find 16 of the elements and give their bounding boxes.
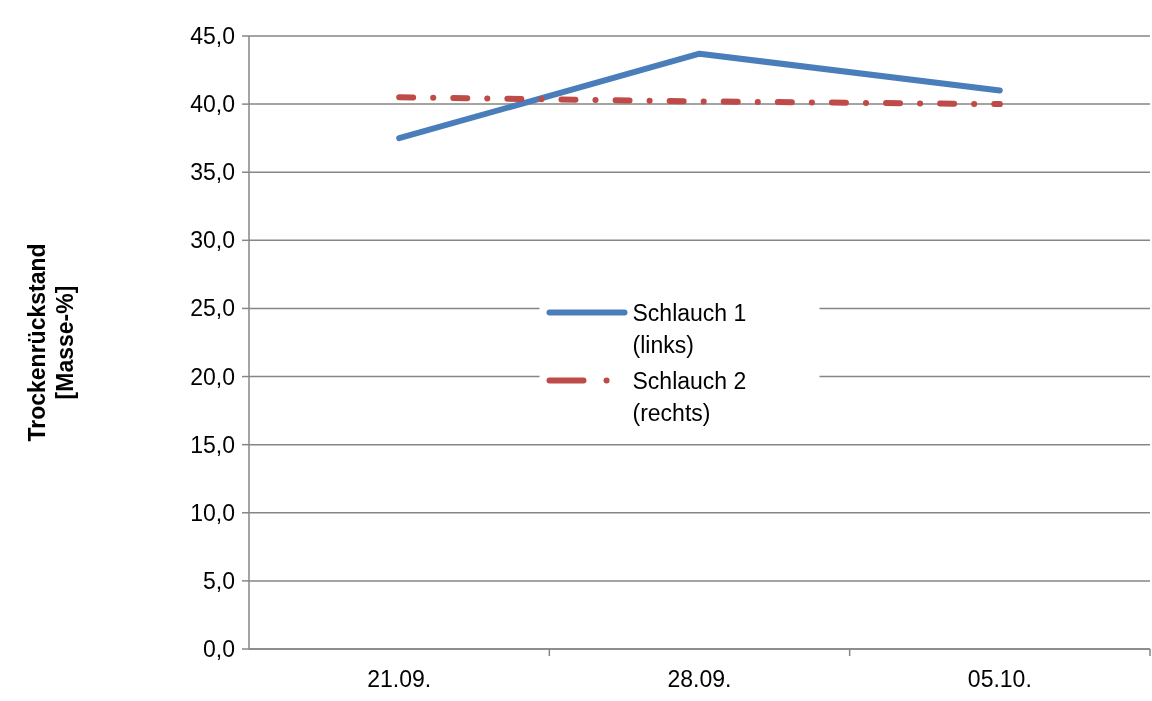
x-tick-label: 05.10.: [967, 666, 1032, 692]
y-tick-label: 45,0: [190, 23, 235, 50]
x-tick-label: 28.09.: [667, 666, 732, 692]
legend-label: Schlauch 1 (links): [632, 299, 747, 358]
y-tick-label: 30,0: [190, 227, 235, 254]
y-axis-title: Trockenrückstand [Masse-%]: [24, 243, 78, 442]
y-tick-label: 10,0: [190, 499, 235, 526]
y-tick-label: 25,0: [190, 295, 235, 322]
y-tick-label: 35,0: [190, 159, 235, 186]
legend-label: Schlauch 2 (rechts): [632, 367, 747, 426]
y-tick-label: 5,0: [203, 567, 235, 594]
y-tick-label: 20,0: [190, 363, 235, 390]
x-tick-label: 21.09.: [367, 666, 432, 692]
y-tick-label: 0,0: [203, 636, 235, 663]
y-tick-label: 15,0: [190, 431, 235, 458]
y-tick-label: 40,0: [190, 91, 235, 118]
